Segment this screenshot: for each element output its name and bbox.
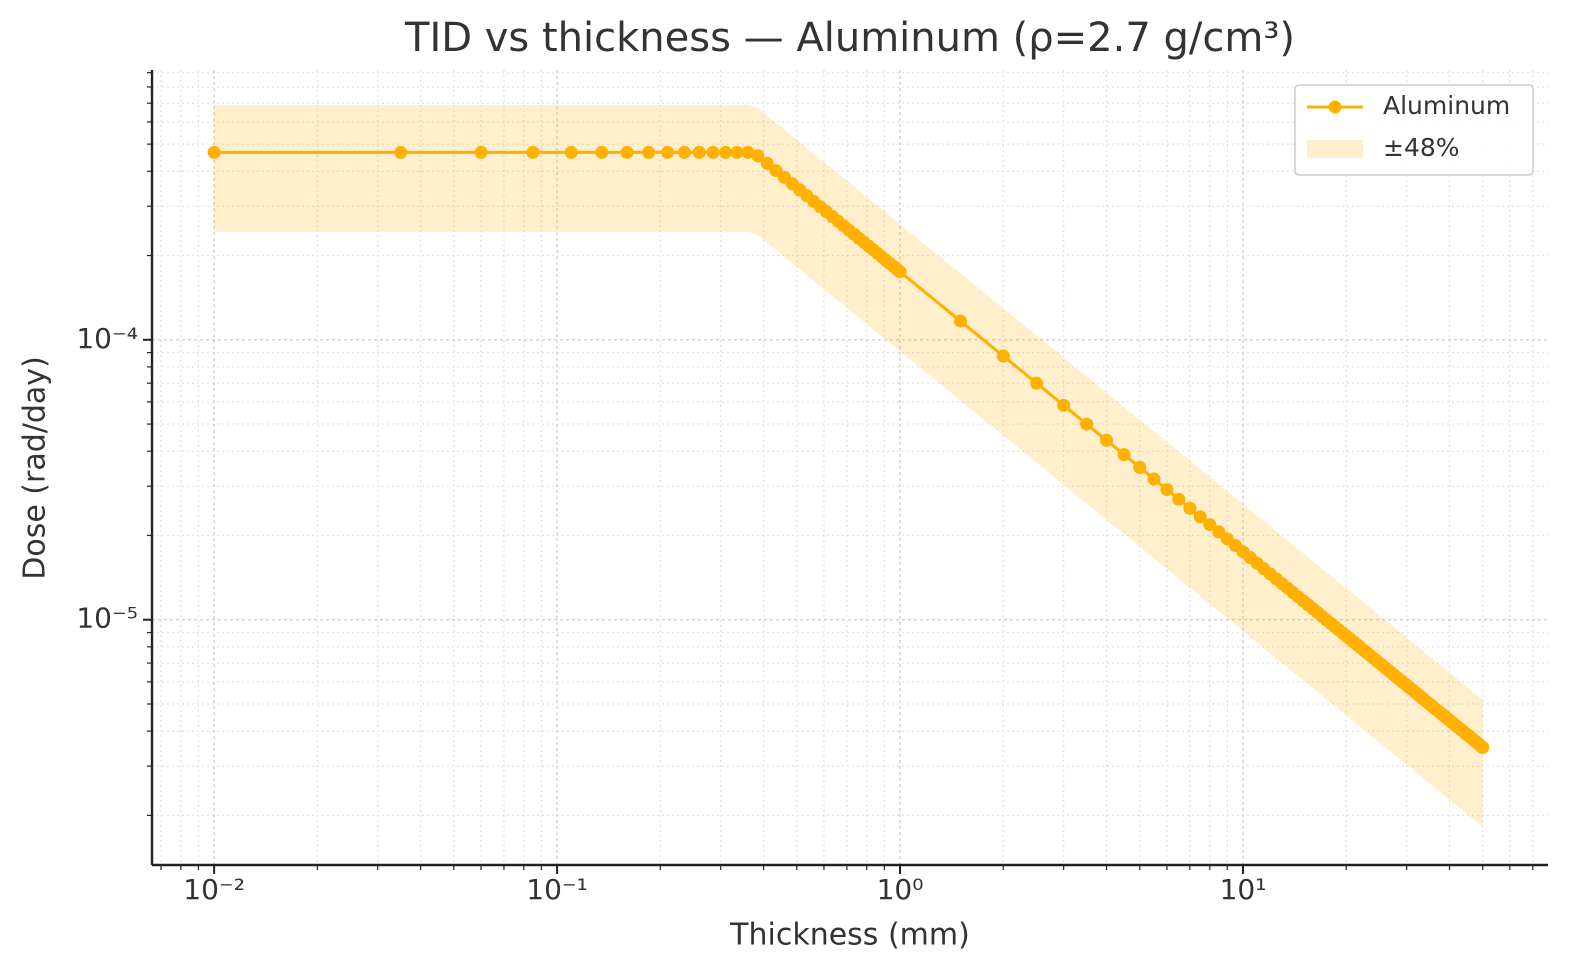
data-point bbox=[751, 149, 765, 163]
data-point bbox=[661, 145, 675, 159]
y-tick-label: 10⁻⁴ bbox=[76, 322, 138, 355]
data-point bbox=[526, 145, 540, 159]
data-point bbox=[1100, 433, 1114, 447]
legend-swatch bbox=[1307, 140, 1363, 158]
data-point bbox=[1030, 376, 1044, 390]
x-tick-label: 10⁰ bbox=[877, 873, 924, 906]
data-point bbox=[692, 145, 706, 159]
data-point bbox=[760, 156, 774, 170]
data-point bbox=[741, 145, 755, 159]
data-point bbox=[474, 145, 488, 159]
legend-marker bbox=[1328, 100, 1342, 114]
data-point bbox=[1172, 492, 1186, 506]
data-point bbox=[1057, 398, 1071, 412]
data-point bbox=[677, 145, 691, 159]
data-point bbox=[1133, 460, 1147, 474]
data-point bbox=[1203, 518, 1217, 532]
data-point bbox=[1147, 472, 1161, 486]
data-point bbox=[996, 349, 1010, 363]
x-tick-label: 10⁻¹ bbox=[526, 873, 588, 906]
legend-label: ±48% bbox=[1383, 133, 1460, 162]
data-point bbox=[893, 265, 907, 279]
data-point bbox=[730, 145, 744, 159]
x-tick-label: 10⁻² bbox=[183, 873, 245, 906]
x-tick-label: 10¹ bbox=[1220, 873, 1267, 906]
data-point bbox=[595, 145, 609, 159]
data-point bbox=[564, 145, 578, 159]
data-point bbox=[1183, 501, 1197, 515]
data-point bbox=[1117, 448, 1131, 462]
chart-title: TID vs thickness — Aluminum (ρ=2.7 g/cm³… bbox=[404, 15, 1295, 61]
data-point bbox=[953, 314, 967, 328]
data-point bbox=[642, 145, 656, 159]
data-point bbox=[1160, 483, 1174, 497]
y-axis-label: Dose (rad/day) bbox=[18, 356, 53, 580]
y-tick-label: 10⁻⁵ bbox=[76, 602, 138, 635]
data-point bbox=[394, 145, 408, 159]
data-point bbox=[1080, 417, 1094, 431]
data-point bbox=[706, 145, 720, 159]
x-axis-label: Thickness (mm) bbox=[729, 918, 970, 953]
legend-label: Aluminum bbox=[1383, 91, 1510, 120]
data-point bbox=[1193, 510, 1207, 524]
data-point bbox=[207, 145, 221, 159]
legend: Aluminum ±48% bbox=[1294, 84, 1534, 176]
error-band bbox=[214, 104, 1483, 827]
data-point bbox=[620, 145, 634, 159]
data-point bbox=[1476, 740, 1490, 754]
data-point bbox=[719, 145, 733, 159]
